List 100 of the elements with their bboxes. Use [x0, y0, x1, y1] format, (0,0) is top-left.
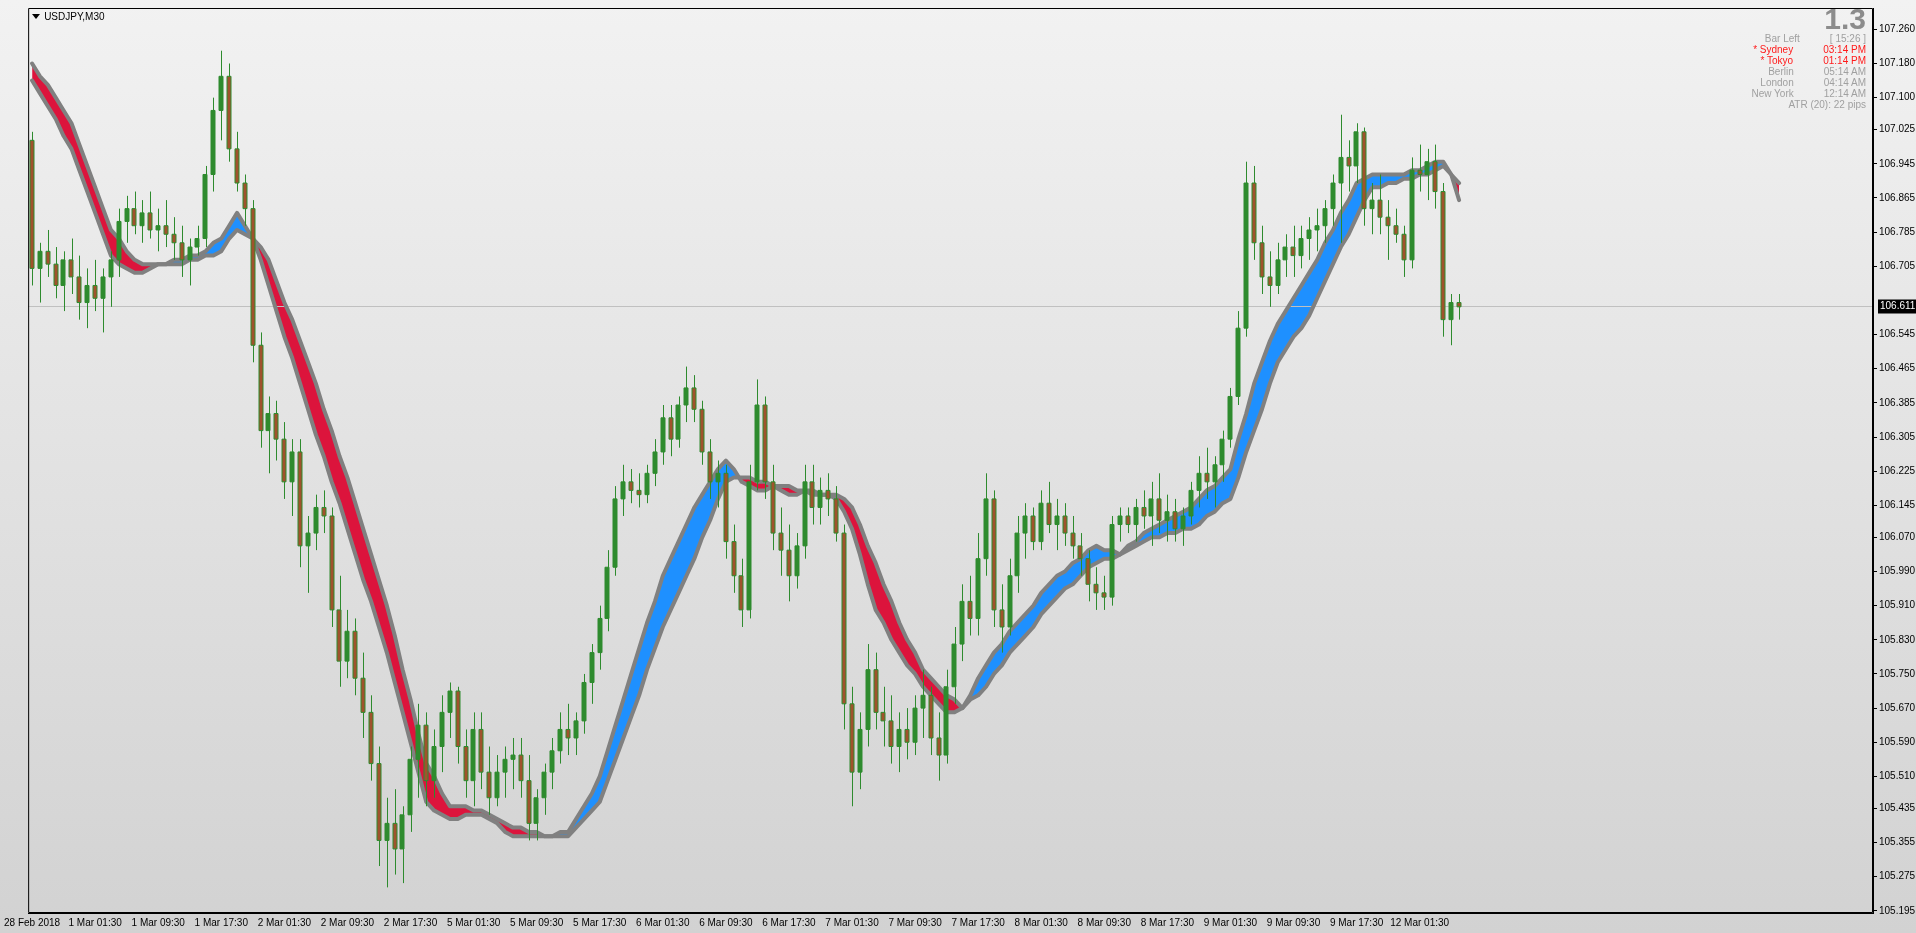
annotation: 12:14 AM [1823, 88, 1866, 99]
candlestick [1267, 250, 1273, 308]
y-tick-label: 107.260 [1879, 23, 1916, 35]
y-tick-label: 106.705 [1879, 260, 1916, 272]
candlestick [1314, 208, 1320, 252]
y-tick-label: 105.590 [1879, 736, 1916, 747]
candlestick [549, 737, 555, 790]
candlestick [1448, 293, 1454, 346]
ref-line-label: 106.611 [1880, 300, 1916, 312]
x-tick-label: 1 Mar 01:30 [68, 916, 123, 928]
candlestick [1369, 182, 1375, 235]
candlestick [155, 208, 161, 252]
x-tick-label: 5 Mar 01:30 [446, 916, 501, 928]
candlestick [92, 259, 98, 312]
x-tick-label: 8 Mar 01:30 [1014, 916, 1069, 928]
x-tick-label: 6 Mar 01:30 [636, 916, 690, 928]
y-tick-label: 106.945 [1879, 157, 1916, 169]
candlestick [778, 506, 784, 577]
candlestick [37, 242, 43, 304]
x-tick-label: 1 Mar 17:30 [194, 916, 249, 928]
candlestick [45, 229, 51, 278]
candlestick [510, 737, 516, 790]
x-tick-label: 2 Mar 17:30 [383, 916, 438, 928]
y-tick-label: 105.275 [1879, 870, 1916, 882]
candlestick [1172, 498, 1178, 543]
y-tick-label: 105.195 [1879, 904, 1916, 916]
candlestick [904, 707, 910, 760]
candlestick [691, 374, 697, 423]
y-tick-label: 106.070 [1879, 531, 1916, 543]
candlestick [557, 711, 563, 765]
y-tick-label: 107.180 [1879, 57, 1916, 69]
candlestick [1101, 575, 1107, 611]
x-tick-label: 2 Mar 09:30 [320, 916, 375, 928]
y-tick-label: 105.750 [1879, 667, 1916, 679]
candlestick [100, 267, 106, 333]
candlestick [683, 366, 689, 423]
candlestick [1204, 447, 1210, 500]
y-tick-label: 106.305 [1879, 430, 1916, 442]
y-tick-label: 107.100 [1879, 91, 1916, 103]
x-tick-label: 6 Mar 17:30 [762, 916, 817, 928]
y-tick-label: 106.225 [1879, 464, 1916, 476]
x-tick-label: 9 Mar 09:30 [1266, 916, 1321, 928]
annotation: London [1760, 77, 1794, 88]
candlestick [652, 438, 658, 487]
x-tick-label: 5 Mar 17:30 [573, 916, 627, 928]
candlestick [715, 460, 721, 508]
candlestick [1456, 293, 1462, 321]
candlestick [163, 199, 169, 248]
candlestick [68, 238, 74, 295]
x-tick-label: 7 Mar 09:30 [888, 916, 943, 928]
annotation: Bar Left [1764, 33, 1800, 44]
annotation: 04:14 AM [1823, 77, 1866, 88]
annotation: ATR (20): 22 pips [1787, 99, 1866, 110]
candlestick [1093, 566, 1099, 611]
candlestick [1298, 225, 1304, 269]
candlestick [1393, 208, 1399, 244]
candlestick [896, 711, 902, 773]
y-tick-label: 105.435 [1879, 802, 1916, 814]
candlestick [1377, 173, 1383, 235]
candlestick [1062, 502, 1068, 547]
y-tick-label: 106.785 [1879, 225, 1916, 237]
candlestick [321, 489, 327, 534]
candlestick [573, 711, 579, 756]
annotation: 05:14 AM [1823, 66, 1866, 77]
candlestick [628, 468, 634, 504]
y-tick-label: 106.465 [1879, 362, 1916, 374]
x-tick-label: 8 Mar 09:30 [1077, 916, 1132, 928]
candlestick [644, 464, 650, 504]
candlestick [1306, 216, 1312, 261]
candlestick [817, 477, 823, 526]
x-tick-label: 5 Mar 09:30 [509, 916, 564, 928]
annotation: * Tokyo [1760, 55, 1794, 66]
candlestick [1054, 498, 1060, 551]
annotation: 01:14 PM [1823, 55, 1866, 66]
x-tick-label: 7 Mar 01:30 [825, 916, 880, 928]
candlestick [620, 464, 626, 517]
candlestick [636, 472, 642, 508]
y-tick-label: 106.385 [1879, 396, 1916, 408]
y-tick-label: 106.865 [1879, 191, 1916, 203]
candlestick [179, 225, 185, 278]
x-tick-label: 8 Mar 17:30 [1140, 916, 1195, 928]
candlestick [147, 191, 153, 240]
candlestick [1322, 199, 1328, 244]
candlestick [84, 267, 90, 329]
annotation: New York [1751, 88, 1794, 99]
annotation: [ 15:26 ] [1829, 33, 1866, 44]
y-tick-label: 105.355 [1879, 836, 1916, 848]
y-tick-label: 107.025 [1879, 123, 1916, 135]
candlestick [1290, 225, 1296, 278]
candlestick [502, 746, 508, 799]
x-tick-label: 12 Mar 01:30 [1390, 916, 1450, 928]
candlestick [1156, 472, 1162, 534]
candlestick [1022, 502, 1028, 560]
candlestick [1125, 506, 1131, 534]
candlestick [139, 199, 145, 244]
candlestick [1196, 455, 1202, 508]
y-tick-label: 105.670 [1879, 701, 1916, 713]
y-tick-label: 105.990 [1879, 565, 1916, 577]
x-tick-label: 7 Mar 17:30 [951, 916, 1006, 928]
y-tick-label: 105.830 [1879, 633, 1916, 645]
